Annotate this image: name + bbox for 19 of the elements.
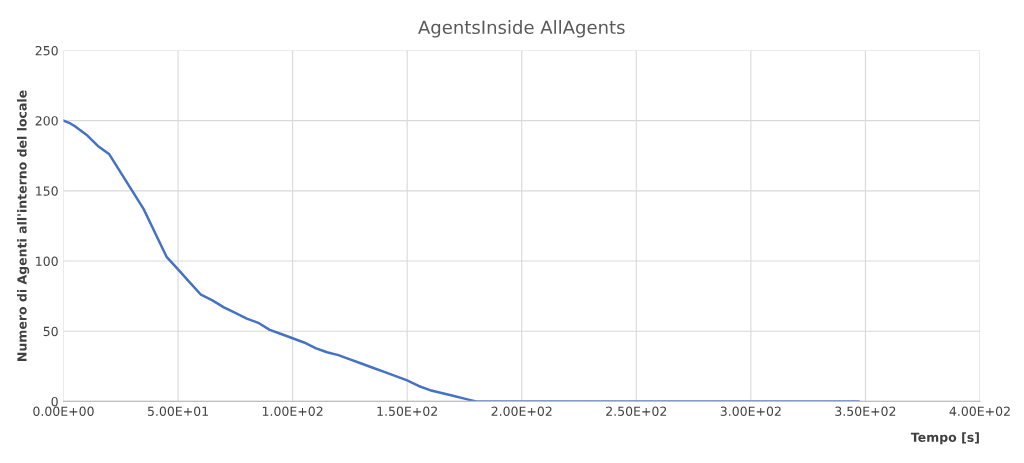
- y-tick-label: 50: [43, 326, 58, 337]
- x-tick-label: 2.00E+02: [491, 406, 552, 416]
- y-axis-title: Numero di Agenti all'interno del locale: [17, 90, 30, 361]
- y-tick-label: 200: [35, 116, 58, 126]
- line-series: [63, 119, 860, 402]
- x-tick-label: 1.00E+02: [262, 406, 323, 416]
- x-tick-label: 0.00E+00: [33, 406, 94, 416]
- x-tick-label: 3.50E+02: [835, 406, 896, 416]
- x-tick-label: 3.00E+02: [720, 406, 781, 416]
- y-tick-label: 250: [35, 45, 58, 56]
- x-tick-label: 2.50E+02: [606, 406, 667, 416]
- y-tick-label: 100: [36, 256, 58, 266]
- x-axis-title: Tempo [s]: [910, 432, 979, 445]
- chart-title: AgentsInside AllAgents: [418, 20, 625, 38]
- y-tick-label: 150: [36, 186, 58, 196]
- x-tick-label: 1.50E+02: [377, 406, 437, 416]
- y-tick-label: 0: [51, 396, 58, 407]
- x-tick-label: 5.00E+01: [147, 406, 208, 416]
- x-tick-label: 4.00E+02: [949, 406, 1010, 416]
